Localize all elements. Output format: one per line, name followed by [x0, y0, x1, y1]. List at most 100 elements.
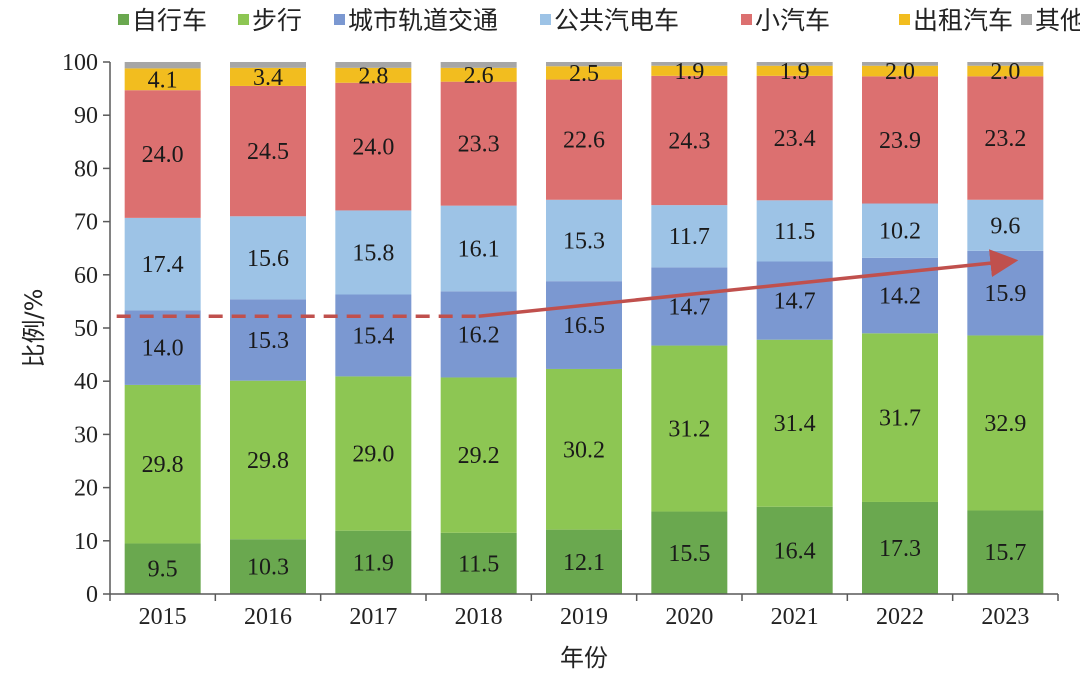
legend-swatch [741, 14, 752, 25]
data-label: 16.4 [774, 538, 816, 564]
x-tick-label: 2015 [139, 604, 187, 630]
data-label: 22.6 [563, 128, 605, 154]
bar-segment-2022-4 [862, 76, 938, 204]
data-label: 2.6 [464, 63, 494, 89]
data-label: 3.4 [253, 65, 283, 91]
data-label: 15.7 [984, 540, 1026, 566]
data-label: 16.1 [458, 236, 500, 262]
data-label: 2.0 [885, 59, 915, 85]
data-label: 23.4 [774, 126, 816, 152]
bar-segment-2023-0 [967, 510, 1044, 594]
data-label: 23.3 [458, 132, 500, 158]
bar-segment-2017-5 [335, 67, 412, 83]
y-tick-label: 50 [74, 316, 98, 342]
bar-segment-2020-1 [651, 345, 728, 512]
data-label: 31.4 [774, 411, 816, 437]
data-label: 14.7 [668, 294, 710, 320]
y-tick-label: 70 [74, 210, 98, 236]
y-tick-label: 0 [86, 582, 98, 608]
bar-segment-2019-4 [546, 79, 622, 200]
bar-segment-2022-1 [862, 333, 938, 502]
bar-segment-2019-2 [546, 281, 622, 369]
legend-swatch [334, 14, 345, 25]
data-label: 29.8 [247, 448, 289, 474]
legend-swatch [118, 14, 129, 25]
legend-swatch [540, 14, 551, 25]
bar-segment-2019-5 [546, 66, 622, 80]
bar-segment-2015-6 [124, 62, 201, 69]
bar-segment-2023-1 [967, 335, 1044, 511]
y-tick-label: 80 [74, 156, 98, 182]
data-label: 4.1 [148, 67, 178, 93]
bar-segment-2020-2 [651, 267, 728, 346]
data-label: 23.9 [879, 128, 921, 154]
legend-swatch [1021, 14, 1032, 25]
bar-segment-2016-4 [230, 85, 306, 217]
data-label: 2.8 [358, 63, 388, 89]
bar-segment-2020-5 [651, 65, 728, 76]
data-label: 15.6 [247, 246, 289, 272]
data-label: 17.3 [879, 536, 921, 562]
bar-segment-2018-6 [440, 62, 517, 68]
bar-segment-2017-1 [335, 376, 412, 531]
bar-segment-2021-1 [756, 339, 833, 507]
legend-label: 出租汽车 [913, 6, 1013, 35]
data-label: 30.2 [563, 437, 605, 463]
y-tick-label: 40 [74, 369, 98, 395]
x-tick-label: 2016 [244, 604, 292, 630]
bar-segment-2016-2 [230, 299, 306, 381]
data-label: 1.9 [780, 59, 810, 85]
bar-segment-2022-0 [862, 501, 938, 594]
bar-segment-2018-1 [440, 377, 517, 533]
legend-swatch [899, 14, 910, 25]
bar-segment-2020-6 [651, 62, 728, 66]
data-label: 29.0 [352, 442, 394, 468]
x-tick-label: 2023 [981, 604, 1029, 630]
data-label: 16.5 [563, 313, 605, 339]
data-label: 31.2 [668, 417, 710, 443]
bar-segment-2015-2 [124, 310, 201, 385]
data-label: 2.0 [990, 59, 1020, 85]
data-label: 15.9 [984, 281, 1026, 307]
bar-segment-2018-3 [440, 205, 517, 292]
data-label: 24.5 [247, 139, 289, 165]
data-label: 11.7 [669, 224, 710, 250]
data-label: 11.9 [353, 550, 394, 576]
data-label: 1.9 [674, 59, 704, 85]
bar-segment-2015-0 [124, 543, 201, 594]
data-label: 9.6 [990, 213, 1020, 239]
bar-segment-2019-1 [546, 368, 622, 530]
bar-segment-2023-6 [967, 62, 1044, 66]
legend-label: 小汽车 [755, 6, 830, 35]
axes: 0 10 20 30 40 50 60 70 80 90 100 2015 2016 2017 2018 20… [62, 50, 1059, 630]
y-tick-label: 100 [62, 50, 98, 76]
x-tick-label: 2017 [349, 604, 397, 630]
bar-segment-2022-3 [862, 203, 938, 258]
bar-segment-2016-6 [230, 62, 306, 68]
data-label: 15.8 [352, 240, 394, 266]
bar-segment-2019-6 [546, 62, 622, 67]
trend-line [116, 249, 1019, 319]
bar-segment-2018-4 [440, 81, 517, 206]
bar-segment-2016-0 [230, 539, 306, 594]
data-label: 15.4 [352, 323, 394, 349]
data-label: 14.2 [879, 284, 921, 310]
bar-segment-2016-3 [230, 216, 306, 300]
bar-segment-2019-0 [546, 529, 622, 594]
bar-segment-2015-5 [124, 68, 201, 91]
bar-segment-2021-2 [756, 261, 833, 340]
y-tick-label: 10 [74, 529, 98, 555]
x-tick-label: 2019 [560, 604, 608, 630]
data-label: 24.0 [142, 142, 184, 168]
bars [124, 62, 1044, 594]
bar-segment-2018-0 [440, 532, 517, 594]
bar-segment-2022-6 [862, 62, 938, 66]
data-label: 31.7 [879, 406, 921, 432]
y-tick-label: 60 [74, 263, 98, 289]
bar-segment-2015-4 [124, 90, 201, 218]
legend: 自行车 步行 城市轨道交通 公共汽电车 小汽车 出租汽车 其他 [118, 6, 1080, 35]
data-label: 14.7 [774, 289, 816, 315]
legend-label: 其他 [1035, 6, 1080, 35]
bar-segment-2020-3 [651, 205, 728, 268]
